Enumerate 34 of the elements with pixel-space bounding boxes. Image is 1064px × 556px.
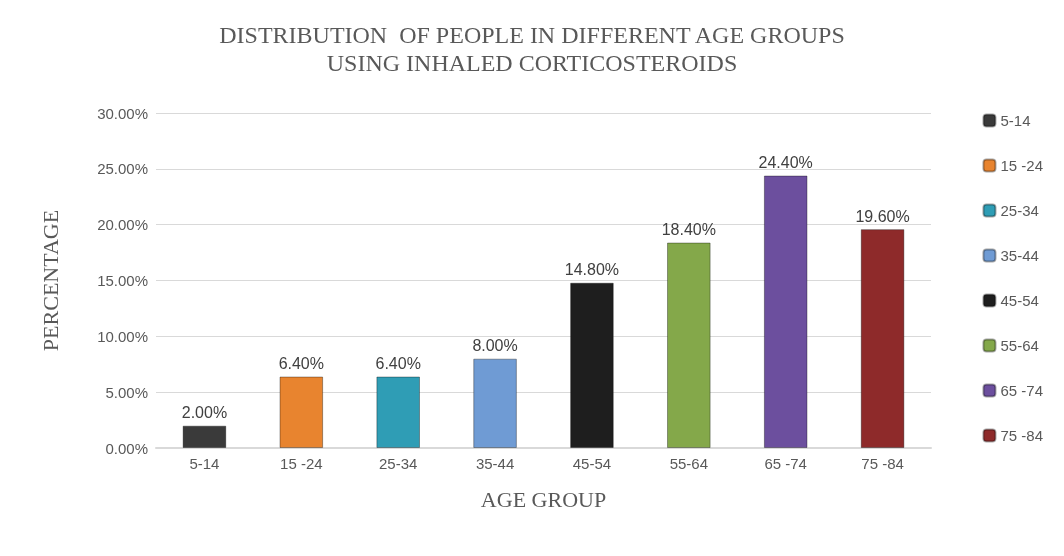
- data-label: 18.40%: [661, 221, 716, 239]
- chart-title: DISTRIBUTION OF PEOPLE IN DIFFERENT AGE GROUPS USING INHALED CORTICOSTEROIDS: [219, 22, 845, 76]
- y-tick-label: 0.00%: [105, 439, 148, 457]
- legend-label: 15 -24: [1000, 157, 1044, 174]
- x-tick-label: 5-14: [189, 455, 220, 472]
- data-label: 2.00%: [181, 404, 228, 422]
- y-axis-title: PERCENTAGE: [37, 209, 63, 352]
- y-tick-label: 15.00%: [97, 272, 148, 289]
- x-tick-label: 75 -84: [861, 455, 904, 472]
- y-tick-label: 10.00%: [97, 327, 148, 345]
- legend-label: 35-44: [1000, 247, 1039, 264]
- legend-label: 45-54: [1000, 292, 1039, 309]
- data-label: 8.00%: [472, 337, 518, 355]
- data-label: 14.80%: [564, 261, 620, 279]
- x-tick-label: 25-34: [379, 455, 418, 472]
- legend-label: 25-34: [1000, 202, 1039, 219]
- x-axis-title: AGE GROUP: [480, 486, 607, 512]
- y-tick-label: 30.00%: [97, 104, 148, 122]
- data-label: 6.40%: [375, 355, 421, 373]
- legend-label: 5-14: [1000, 112, 1031, 129]
- x-tick-label: 65 -74: [764, 455, 807, 472]
- legend-label: 55-64: [1000, 337, 1039, 354]
- legend-label: 65 -74: [1000, 382, 1044, 399]
- legend-label: 75 -84: [1000, 427, 1044, 444]
- y-tick-label: 20.00%: [97, 216, 148, 234]
- data-label: 24.40%: [758, 154, 813, 172]
- x-tick-label: 45-54: [572, 455, 612, 472]
- data-label: 6.40%: [278, 355, 324, 373]
- y-tick-label: 25.00%: [97, 160, 148, 178]
- data-label: 19.60%: [855, 207, 910, 225]
- x-tick-label: 55-64: [669, 455, 708, 472]
- x-tick-label: 35-44: [475, 455, 515, 472]
- x-tick-label: 15 -24: [280, 455, 323, 472]
- y-tick-label: 5.00%: [105, 383, 148, 401]
